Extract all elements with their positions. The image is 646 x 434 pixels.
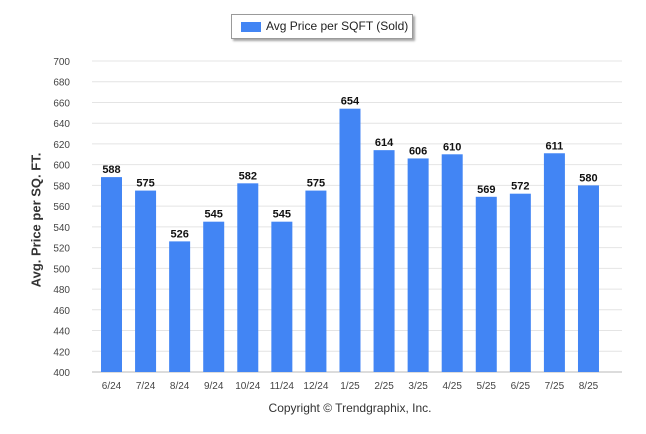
y-tick-label: 460 xyxy=(53,306,70,317)
y-tick-label: 620 xyxy=(53,140,70,151)
copyright-text: Copyright © Trendgraphix, Inc. xyxy=(268,401,432,415)
x-tick-label: 6/24 xyxy=(102,381,122,392)
bar xyxy=(475,196,497,372)
y-tick-label: 500 xyxy=(53,264,70,275)
data-label: 569 xyxy=(477,184,495,196)
bar xyxy=(373,150,395,372)
x-tick-label: 8/25 xyxy=(579,381,599,392)
y-axis-label: Avg. Price per SQ. FT. xyxy=(28,152,44,288)
data-label: 611 xyxy=(546,140,564,152)
y-tick-label: 440 xyxy=(53,327,70,338)
bar xyxy=(237,183,259,372)
bar xyxy=(169,241,191,372)
data-labels: 588 575 526 545 582 545 575 654 614 606 610 569 572 6… xyxy=(102,96,597,241)
y-tick-label: 560 xyxy=(53,202,70,213)
x-tick-label: 3/25 xyxy=(408,381,428,392)
data-label: 545 xyxy=(273,209,291,221)
data-label: 610 xyxy=(443,141,461,153)
x-tick-label: 12/24 xyxy=(303,381,328,392)
x-tick-label: 2/25 xyxy=(374,381,394,392)
y-tick-label: 420 xyxy=(53,347,70,358)
data-label: 580 xyxy=(579,172,597,184)
bar xyxy=(441,154,463,372)
data-label: 606 xyxy=(409,145,427,157)
data-label: 582 xyxy=(239,170,257,182)
data-label: 614 xyxy=(375,137,394,149)
data-label: 575 xyxy=(136,178,154,190)
y-tick-label: 700 xyxy=(53,57,70,68)
y-axis-ticks: 400 420 440 460 480 500 520 540 560 580 600 620 640 6… xyxy=(53,57,70,379)
data-label: 572 xyxy=(511,181,529,193)
bar xyxy=(101,177,122,372)
bar xyxy=(203,221,225,372)
y-tick-label: 680 xyxy=(53,78,70,89)
data-label: 575 xyxy=(307,178,325,190)
bar xyxy=(509,193,531,372)
y-tick-label: 640 xyxy=(53,119,70,130)
x-tick-label: 9/24 xyxy=(204,381,224,392)
y-tick-label: 480 xyxy=(53,285,70,296)
x-tick-label: 8/24 xyxy=(170,381,190,392)
bar xyxy=(339,108,361,372)
x-tick-label: 6/25 xyxy=(511,381,531,392)
bars xyxy=(101,108,599,372)
x-tick-label: 4/25 xyxy=(442,381,462,392)
data-label: 588 xyxy=(102,164,120,176)
legend-label: Avg Price per SQFT (Sold) xyxy=(266,19,409,33)
y-tick-label: 660 xyxy=(53,98,70,109)
data-label: 526 xyxy=(170,228,188,240)
bar xyxy=(271,221,293,372)
bar xyxy=(577,185,599,372)
data-label: 654 xyxy=(341,96,360,108)
x-tick-label: 5/25 xyxy=(477,381,497,392)
y-tick-label: 400 xyxy=(53,368,70,379)
y-tick-label: 580 xyxy=(53,181,70,192)
y-tick-label: 540 xyxy=(53,223,70,234)
bar xyxy=(543,153,565,372)
y-tick-label: 520 xyxy=(53,244,70,255)
data-label: 545 xyxy=(205,209,223,221)
bar xyxy=(305,190,327,372)
bar xyxy=(135,190,157,372)
x-axis-ticks: 6/24 7/24 8/24 9/24 10/24 11/24 12/24 1/25 2/25 3… xyxy=(102,381,599,392)
x-tick-label: 7/25 xyxy=(545,381,565,392)
x-tick-label: 7/24 xyxy=(136,381,156,392)
x-tick-label: 11/24 xyxy=(270,381,295,392)
x-tick-label: 10/24 xyxy=(235,381,260,392)
y-tick-label: 600 xyxy=(53,161,70,172)
bar xyxy=(407,158,429,372)
legend-swatch xyxy=(241,22,261,32)
x-tick-label: 1/25 xyxy=(340,381,360,392)
legend: Avg Price per SQFT (Sold) xyxy=(231,14,413,39)
